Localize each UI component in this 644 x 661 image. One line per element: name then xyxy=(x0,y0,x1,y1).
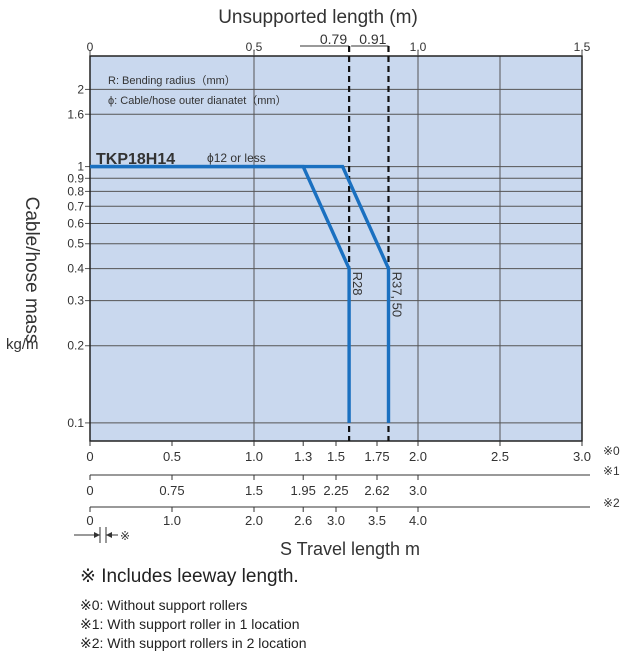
y-tick-label: 2 xyxy=(77,82,84,96)
condition-label: ϕ12 or less xyxy=(207,151,266,165)
bottom-axis-title: S Travel length m xyxy=(280,539,420,559)
footnotes: ※ Includes leeway length. ※0: Without su… xyxy=(80,565,620,653)
bottom-axis-tick-label: 1.5 xyxy=(245,483,263,498)
series-line-1 xyxy=(90,164,391,423)
bottom-row-marker-2: ※2 xyxy=(603,496,620,510)
bottom-axis-tick-label: 4.0 xyxy=(409,513,427,528)
model-label: TKP18H14 xyxy=(96,151,175,168)
bottom-axis-tick-label: 0.5 xyxy=(163,449,181,464)
bottom-axis-tick-label: 2.25 xyxy=(323,483,348,498)
series-label-1: R37, 50 xyxy=(389,272,404,318)
y-tick-label: 0.8 xyxy=(67,184,84,198)
y-tick-label: 0.5 xyxy=(67,237,84,251)
legend-phi-note: ϕ: Cable/hose outer dianatet（mm） xyxy=(108,94,287,107)
plot-area xyxy=(90,56,582,441)
top-axis-tick-label: 0 xyxy=(87,40,94,54)
top-axis-tick-label: 1.0 xyxy=(410,40,427,54)
y-tick-label: 0.1 xyxy=(67,416,84,430)
footnote-item-2: ※2: With support rollers in 2 location xyxy=(80,635,307,651)
y-tick-label: 0.2 xyxy=(67,339,84,353)
top-axis-title: Unsupported length (m) xyxy=(218,7,418,28)
footnote-main: ※ Includes leeway length. xyxy=(80,566,299,587)
bottom-axis-tick-label: 1.75 xyxy=(364,449,389,464)
bottom-axis-tick-label: 2.5 xyxy=(491,449,509,464)
bottom-axis-tick-label: 3.5 xyxy=(368,513,386,528)
bottom-axis-tick-label: 1.95 xyxy=(291,483,316,498)
bottom-axis-tick-label: 1.0 xyxy=(245,449,263,464)
bottom-axis-tick-label: 2.0 xyxy=(409,449,427,464)
leeway-arrow-icon xyxy=(94,532,100,538)
bottom-axis-tick-label: 1.5 xyxy=(327,449,345,464)
footnote-item-1: ※1: With support roller in 1 location xyxy=(80,616,300,632)
leeway-marker: ※ xyxy=(120,529,130,543)
top-axis-tick-label: 1.5 xyxy=(574,40,591,54)
y-axis-title: Cable/hose mass xyxy=(21,197,42,344)
bottom-axis-tick-label: 0 xyxy=(86,483,93,498)
y-tick-label: 0.4 xyxy=(67,262,84,276)
bottom-row-marker-1: ※1 xyxy=(603,464,620,478)
bottom-row-marker-0: ※0 xyxy=(603,444,620,458)
bottom-axis-tick-label: 2.0 xyxy=(245,513,263,528)
bottom-axis-tick-label: 3.0 xyxy=(327,513,345,528)
legend-r-note: R: Bending radius（mm） xyxy=(108,74,236,87)
y-tick-label: 0.9 xyxy=(67,171,84,185)
bottom-axis-tick-label: 0.75 xyxy=(159,483,184,498)
bottom-axis-tick-label: 3.0 xyxy=(409,483,427,498)
top-marker-label-1: 0.91 xyxy=(359,31,386,47)
y-tick-label: 0.3 xyxy=(67,294,84,308)
top-axis-tick-label: 0.5 xyxy=(246,40,263,54)
bottom-axis-tick-label: 0 xyxy=(86,513,93,528)
bottom-axis-tick-label: 1.0 xyxy=(163,513,181,528)
y-axis-unit: kg/m xyxy=(6,336,39,353)
bottom-axis-tick-label: 2.6 xyxy=(294,513,312,528)
top-marker-label-0: 0.79 xyxy=(320,31,347,47)
y-tick-label: 0.7 xyxy=(67,199,84,213)
bottom-axis-tick-label: 0 xyxy=(86,449,93,464)
bottom-axis-tick-label: 2.62 xyxy=(364,483,389,498)
bottom-axis-tick-label: 1.3 xyxy=(294,449,312,464)
series-label-0: R28 xyxy=(350,272,365,296)
y-tick-label: 0.6 xyxy=(67,216,84,230)
y-tick-label: 1.6 xyxy=(67,107,84,121)
y-tick-label: 1 xyxy=(77,160,84,174)
bottom-axis-tick-label: 3.0 xyxy=(573,449,591,464)
footnote-item-0: ※0: Without support rollers xyxy=(80,597,248,613)
